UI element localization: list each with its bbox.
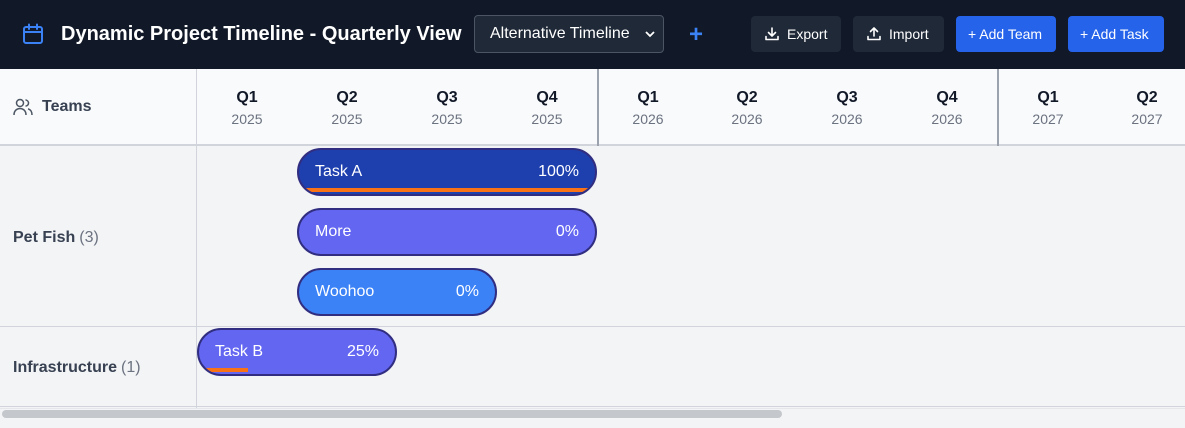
quarter-column: Q3 2025 bbox=[397, 69, 497, 146]
year-divider bbox=[597, 69, 599, 146]
add-task-button[interactable]: + Add Task bbox=[1068, 16, 1164, 52]
add-team-button-label: + Add Team bbox=[968, 26, 1043, 42]
quarter-year: 2025 bbox=[431, 111, 463, 127]
quarter-column: Q1 2025 bbox=[197, 69, 297, 146]
chevron-down-icon bbox=[645, 31, 655, 38]
import-button[interactable]: Import bbox=[853, 16, 944, 52]
timeline-select-value: Alternative Timeline bbox=[490, 25, 630, 42]
task-name: Task B bbox=[215, 343, 264, 360]
timeline-body: Pet Fish (3) Infrastructure (1) Task A 100… bbox=[0, 146, 1185, 408]
teams-header-label: Teams bbox=[42, 98, 92, 115]
page-title: Dynamic Project Timeline - Quarterly Vie… bbox=[61, 23, 462, 45]
quarter-column: Q3 2026 bbox=[797, 69, 897, 146]
quarter-year: 2025 bbox=[531, 111, 563, 127]
quarter-year: 2027 bbox=[1131, 111, 1163, 127]
task-bar[interactable]: Woohoo 0% bbox=[297, 268, 497, 316]
teams-header: Teams bbox=[0, 69, 197, 146]
timeline-header: Teams Q1 2025 Q2 2025 Q3 2025 Q4 2025 Q1… bbox=[0, 69, 1185, 146]
quarter-year: 2025 bbox=[231, 111, 263, 127]
task-bar[interactable]: More 0% bbox=[297, 208, 597, 256]
task-name: Task A bbox=[315, 163, 363, 180]
quarter-column: Q4 2025 bbox=[497, 69, 597, 146]
quarter-label: Q2 bbox=[336, 89, 358, 106]
import-button-label: Import bbox=[889, 26, 929, 42]
calendar-icon bbox=[23, 23, 43, 44]
row-divider bbox=[0, 326, 1185, 327]
quarter-label: Q1 bbox=[637, 89, 659, 106]
quarter-column: Q1 2026 bbox=[598, 69, 698, 146]
quarter-label: Q1 bbox=[236, 89, 258, 106]
quarter-year: 2026 bbox=[831, 111, 863, 127]
team-name: Infrastructure bbox=[13, 359, 118, 376]
quarter-label: Q3 bbox=[836, 89, 858, 106]
add-task-button-label: + Add Task bbox=[1080, 26, 1149, 42]
team-task-count: (3) bbox=[79, 229, 99, 246]
quarter-label: Q2 bbox=[1136, 89, 1158, 106]
quarter-label: Q2 bbox=[736, 89, 758, 106]
add-timeline-button[interactable]: + bbox=[688, 21, 703, 48]
quarter-year: 2026 bbox=[931, 111, 963, 127]
task-name: Woohoo bbox=[315, 283, 375, 300]
task-percent: 0% bbox=[455, 283, 479, 300]
team-task-count: (1) bbox=[121, 359, 141, 376]
task-progress bbox=[299, 188, 595, 192]
row-divider bbox=[0, 406, 1185, 407]
export-button-label: Export bbox=[787, 26, 828, 42]
upload-icon bbox=[867, 27, 881, 41]
team-label-pet-fish[interactable]: Pet Fish (3) bbox=[13, 229, 99, 247]
quarter-year: 2025 bbox=[331, 111, 363, 127]
users-icon bbox=[13, 98, 33, 116]
task-name: More bbox=[315, 223, 352, 240]
task-bar[interactable]: Task B 25% bbox=[197, 328, 397, 376]
quarter-label: Q4 bbox=[536, 89, 558, 106]
quarter-column: Q2 2026 bbox=[697, 69, 797, 146]
task-progress bbox=[199, 368, 248, 372]
quarter-label: Q1 bbox=[1037, 89, 1059, 106]
team-label-column bbox=[0, 146, 197, 408]
task-percent: 100% bbox=[538, 163, 579, 180]
quarter-year: 2026 bbox=[632, 111, 664, 127]
download-icon bbox=[765, 27, 779, 41]
quarter-year: 2027 bbox=[1032, 111, 1064, 127]
scrollbar-thumb[interactable] bbox=[2, 410, 782, 418]
task-bar[interactable]: Task A 100% bbox=[297, 148, 597, 196]
team-name: Pet Fish bbox=[13, 229, 76, 246]
export-button[interactable]: Export bbox=[751, 16, 841, 52]
team-label-infrastructure[interactable]: Infrastructure (1) bbox=[13, 359, 141, 377]
add-team-button[interactable]: + Add Team bbox=[956, 16, 1056, 52]
timeline-select[interactable]: Alternative Timeline bbox=[474, 15, 664, 53]
task-percent: 25% bbox=[346, 343, 379, 360]
quarter-year: 2026 bbox=[731, 111, 763, 127]
quarter-column: Q4 2026 bbox=[897, 69, 997, 146]
top-bar: Dynamic Project Timeline - Quarterly Vie… bbox=[0, 0, 1185, 69]
quarter-column: Q2 2025 bbox=[297, 69, 397, 146]
year-divider bbox=[997, 69, 999, 146]
quarter-column: Q2 2027 bbox=[1097, 69, 1185, 146]
quarter-label: Q3 bbox=[436, 89, 458, 106]
quarter-column: Q1 2027 bbox=[998, 69, 1098, 146]
quarter-label: Q4 bbox=[936, 89, 958, 106]
task-percent: 0% bbox=[555, 223, 579, 240]
